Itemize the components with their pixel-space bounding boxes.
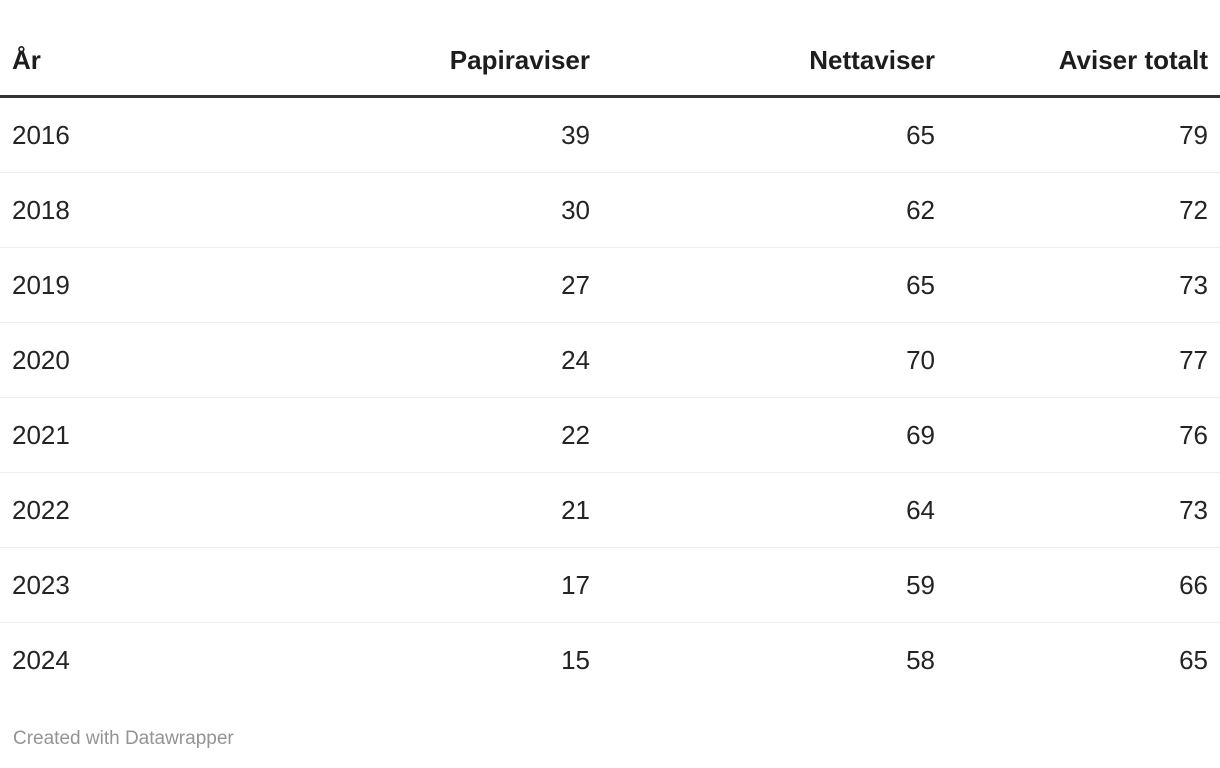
table-cell-value: 62	[602, 172, 947, 248]
data-table: År Papiraviser Nettaviser Aviser totalt …	[0, 0, 1220, 698]
table-cell-value: 59	[602, 547, 947, 623]
table-cell-year: 2023	[0, 547, 300, 623]
table-cell-value: 73	[947, 247, 1220, 323]
table-cell-year: 2022	[0, 472, 300, 548]
table-cell-value: 72	[947, 172, 1220, 248]
table-cell-value: 39	[300, 96, 602, 173]
table-cell-value: 65	[602, 96, 947, 173]
table-cell-year: 2021	[0, 397, 300, 473]
table-header-row: År Papiraviser Nettaviser Aviser totalt	[0, 0, 1220, 98]
table-body: 2016 39 65 79 2018 30 62 72 2019 27 65 73 2020 24 70 77…	[0, 96, 1220, 698]
table-cell-value: 58	[906, 645, 935, 675]
table-cell-year: 2020	[0, 322, 300, 398]
table-row: 2019 27 65 73	[0, 247, 1220, 323]
table-cell-value: 73	[947, 472, 1220, 548]
table-cell-year: 2024	[12, 645, 70, 675]
table-cell-value: 79	[947, 96, 1220, 173]
table-cell-value: 66	[947, 547, 1220, 623]
table-cell-value: 77	[947, 322, 1220, 398]
column-header-newspapers-total: Aviser totalt	[947, 0, 1220, 98]
datawrapper-attribution-link[interactable]: Created with Datawrapper	[13, 728, 234, 749]
table-cell-value: 24	[300, 322, 602, 398]
table-row: 2021 22 69 76	[0, 397, 1220, 473]
table-row: 2018 30 62 72	[0, 172, 1220, 248]
table-cell-year: 2019	[0, 247, 300, 323]
table-cell-value: 17	[300, 547, 602, 623]
table-row: 2024 15 58 65	[0, 623, 1220, 698]
column-header-print-newspapers: Papiraviser	[300, 0, 602, 98]
table-cell-value: 65	[602, 247, 947, 323]
table-cell-year: 2018	[0, 172, 300, 248]
table-row: 2023 17 59 66	[0, 547, 1220, 623]
table-cell-value: 65	[1179, 645, 1208, 675]
table-row: 2022 21 64 73	[0, 472, 1220, 548]
table-cell-value: 64	[602, 472, 947, 548]
table-cell-value: 70	[602, 322, 947, 398]
table-cell-value: 27	[300, 247, 602, 323]
table-cell-value: 30	[300, 172, 602, 248]
column-header-year: År	[0, 0, 300, 98]
attribution: Created with Datawrapper	[13, 727, 1220, 751]
column-header-online-newspapers: Nettaviser	[602, 0, 947, 98]
table-cell-value: 76	[947, 397, 1220, 473]
table-cell-value: 69	[602, 397, 947, 473]
table-cell-year: 2016	[0, 96, 300, 173]
table-cell-value: 15	[561, 645, 590, 675]
table-row: 2016 39 65 79	[0, 96, 1220, 173]
table-row: 2020 24 70 77	[0, 322, 1220, 398]
table-header: År Papiraviser Nettaviser Aviser totalt	[0, 0, 1220, 98]
table-cell-value: 21	[300, 472, 602, 548]
table-cell-value: 22	[300, 397, 602, 473]
